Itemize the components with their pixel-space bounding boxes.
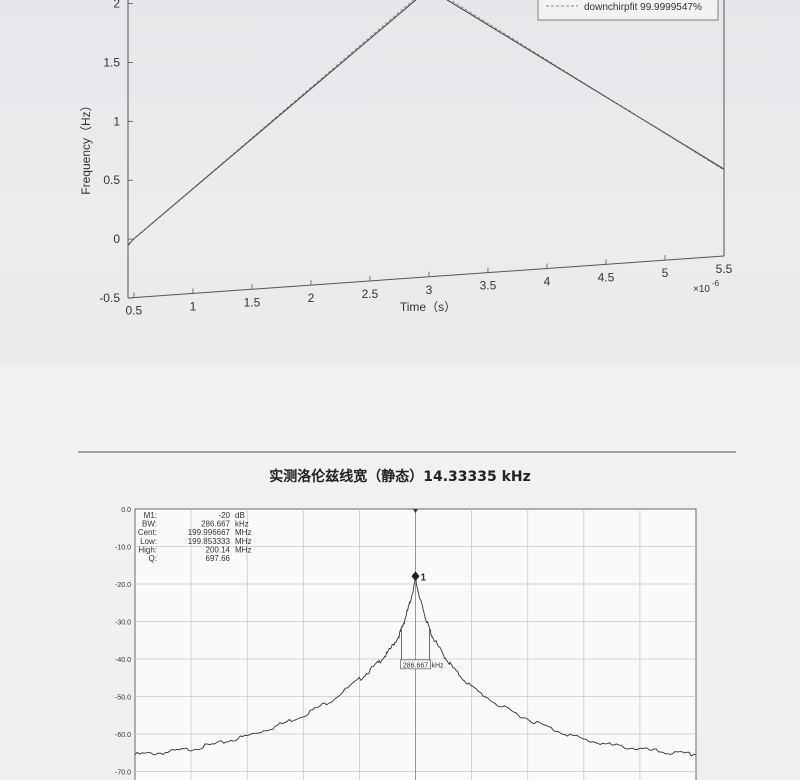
bw-value-box: [400, 659, 431, 670]
chart1-y-ticks: 2 1.5 1 0.5 0 -0.5: [99, 0, 133, 305]
legend-entry: downchirpfit 99.9999547%: [584, 2, 702, 13]
chart1-axis-edge: [127, 255, 725, 299]
chart1-x-ticks: 0.5 1 1.5 2 2.5 3 3.5 4 4.5 5 5.5: [126, 251, 733, 318]
chart2-y-tick-label: -20.0: [115, 582, 131, 589]
marker-label: 1: [421, 572, 427, 583]
chart1-x-tick-label: 3.5: [480, 279, 497, 293]
readout-value: 697.66: [206, 554, 231, 563]
readout-value: -20: [218, 511, 230, 520]
chart1-legend: downchirpfit 99.9999547%: [537, 0, 719, 21]
chart1-y-tick-label: 0.5: [103, 173, 120, 187]
readout-label: Cent:: [138, 528, 157, 537]
chart1-x-tick-label: 2.5: [362, 287, 379, 301]
readout-label: Q:: [149, 554, 157, 563]
chart1-x-tick-label: 0.5: [126, 304, 143, 318]
marker-readout-table: M1: -20 dB BW: 286.667 kHz Cent: 199.996667 MHz L…: [138, 511, 252, 563]
chart1-y-tick-label: -0.5: [99, 291, 120, 305]
chart2-title: 实测洛伦兹线宽（静态）14.33335 kHz: [269, 469, 531, 485]
readout-value: 199.996667: [188, 528, 231, 537]
readout-label: High:: [138, 545, 157, 554]
marker-top-triangle: [413, 509, 418, 513]
chart1-x-axis-label: Time（s）: [400, 300, 456, 314]
readout-unit: dB: [235, 511, 245, 520]
photo-top-background: [0, 0, 800, 368]
readout-unit: MHz: [235, 545, 251, 554]
chart1-x-tick-label: 1: [190, 299, 197, 313]
chart1-fit-line: [127, 0, 725, 247]
bandwidth-annotation: 286.667 kHz: [400, 628, 445, 670]
chart1-x-tick-label: 1.5: [244, 295, 261, 309]
chart2-y-tick-label: -60.0: [115, 732, 131, 739]
chart2-y-tick-label: -70.0: [115, 770, 131, 777]
chart1-x-tick-label: 4: [544, 274, 551, 288]
readout-value: 200.14: [206, 545, 231, 554]
readout-label: Low:: [140, 537, 157, 546]
photo-seam: [0, 358, 800, 372]
chart2-y-tick-label: 0.0: [121, 507, 131, 514]
chart1-x-tick-label: 3: [426, 283, 433, 297]
readout-value: 199.853333: [188, 537, 231, 546]
chart1-x-tick-label: 4.5: [598, 270, 615, 284]
chart1-series-lines: [127, 0, 725, 247]
readout-unit: kHz: [235, 520, 249, 529]
bw-value: 286.667: [403, 662, 428, 669]
chart2-marker: 1: [411, 509, 427, 780]
readout-label: BW:: [142, 520, 157, 529]
chart2-y-tick-label: -50.0: [115, 695, 131, 702]
chart1-x-tick-label: 5.5: [716, 262, 733, 276]
chart1-frame: [127, 0, 725, 299]
chart1-x-tick-label: 5: [662, 266, 669, 280]
chart2-y-tick-label: -10.0: [115, 545, 131, 552]
readout-label: M1:: [144, 511, 157, 520]
bw-unit: kHz: [432, 662, 445, 669]
chart1-y-tick-label: 0: [113, 232, 120, 246]
chart1-y-tick-label: 1.5: [103, 55, 120, 69]
marker-diamond: [411, 571, 420, 582]
frequency-time-chart: 0.5 1 1.5 2 2.5 3 3.5 4 4.5 5 5.5 2 1.5 1 0.5 0 -0.5 do…: [79, 0, 733, 318]
chart2-y-tick-label: -40.0: [115, 657, 131, 664]
chart1-y-axis-label: Frequency（Hz）: [79, 99, 93, 194]
legend-box: [537, 0, 719, 21]
chart1-x-exponent-power: -6: [712, 279, 720, 288]
readout-unit: MHz: [235, 537, 251, 546]
chart1-x-exponent-base: ×10: [693, 284, 710, 295]
chart1-y-tick-label: 2: [113, 0, 120, 11]
chart1-x-tick-label: 2: [308, 291, 315, 305]
chart1-y-tick-label: 1: [113, 114, 120, 128]
readout-unit: MHz: [235, 528, 251, 537]
chart2-y-tick-label: -30.0: [115, 620, 131, 627]
readout-value: 286.667: [201, 520, 230, 529]
